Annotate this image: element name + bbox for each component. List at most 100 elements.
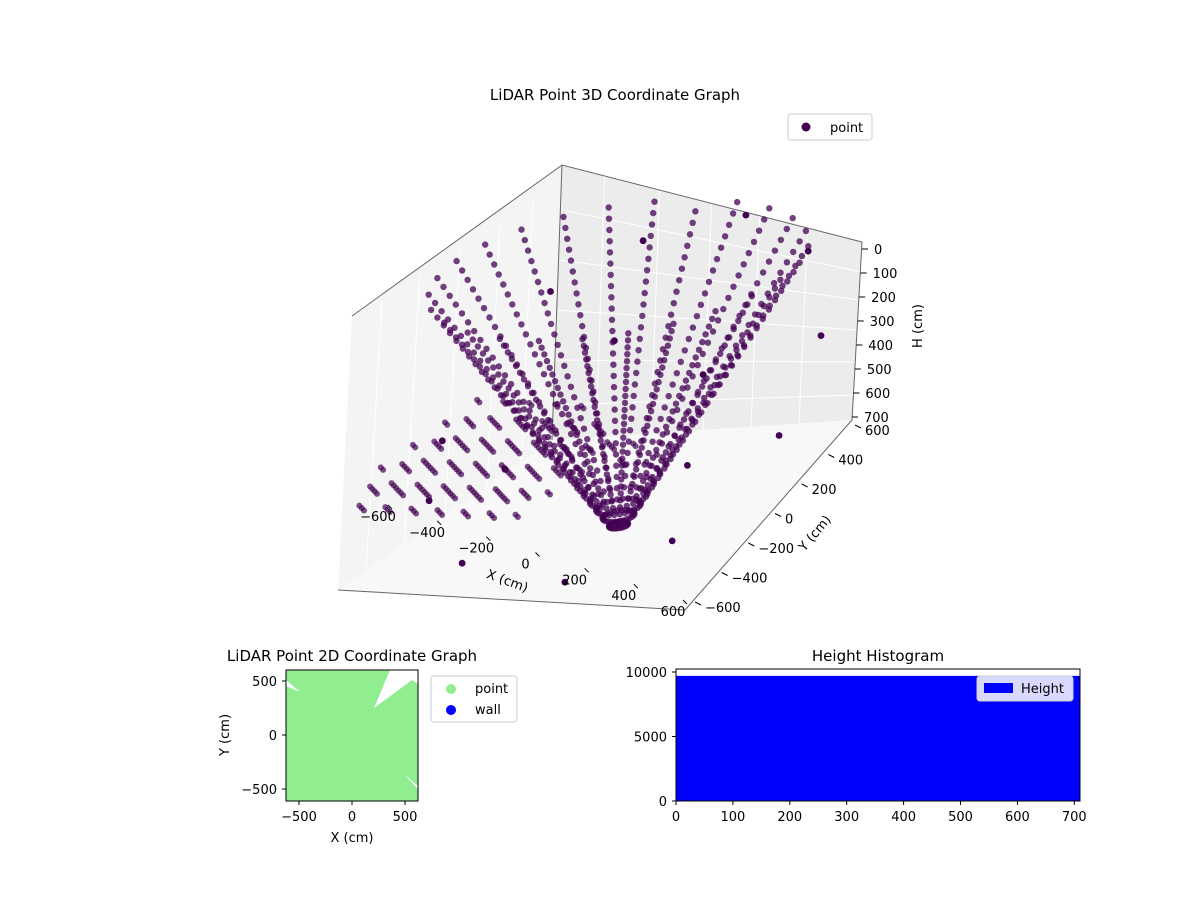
scatter-point <box>557 391 564 398</box>
scatter-point <box>464 276 471 284</box>
scatter-point <box>643 267 651 274</box>
scatter-point <box>650 209 657 217</box>
scatter-point <box>564 373 571 380</box>
y-tick-label: −400 <box>732 572 768 587</box>
x-tick-label: 0 <box>521 558 529 573</box>
scatter-point <box>574 429 581 436</box>
scatter-point <box>629 404 636 411</box>
x-tick-label: 0 <box>348 810 356 825</box>
pane-back <box>552 165 862 440</box>
scatter-point <box>676 424 683 431</box>
scatter-point <box>621 399 629 407</box>
scatter-point <box>413 510 420 517</box>
scatter-point <box>778 287 785 294</box>
scatter-point <box>495 363 502 370</box>
scatter-point <box>771 247 779 254</box>
z-tick-label: 600 <box>865 387 890 402</box>
scatter-point <box>380 466 387 473</box>
scatter-point <box>628 415 635 422</box>
scatter-point <box>551 378 559 385</box>
scatter-point <box>494 385 501 392</box>
legend-wall-marker <box>446 705 456 715</box>
y-tick-label: 600 <box>865 424 890 439</box>
scatter-point <box>532 396 540 403</box>
legend-wall-label: wall <box>475 703 501 718</box>
legend-point-marker <box>446 684 456 694</box>
scatter-point <box>744 301 751 308</box>
scatter-point <box>502 400 509 407</box>
scatter-point <box>705 278 713 286</box>
scatter-point <box>581 349 589 356</box>
scatter-point <box>452 495 459 502</box>
scatter-point <box>561 578 569 586</box>
scatter-point <box>589 491 596 498</box>
x-tick-label: −200 <box>458 542 494 557</box>
scatter-point <box>707 367 715 374</box>
scatter-point <box>714 381 722 389</box>
scatter-point <box>597 437 604 444</box>
scatter-point <box>565 246 573 253</box>
scatter-point <box>601 511 608 519</box>
scatter-point <box>694 391 701 398</box>
legend-point-label: point <box>830 121 863 136</box>
scatter-point <box>452 301 459 308</box>
scatter-point <box>670 320 677 327</box>
x-tick-label: −500 <box>281 810 317 825</box>
scatter-point <box>666 415 673 423</box>
scatter-point <box>476 399 483 406</box>
scatter-point <box>649 400 657 408</box>
scatter-point <box>438 437 446 445</box>
scatter-point <box>514 514 521 520</box>
scatter-point <box>556 455 563 462</box>
chart-2d-fill <box>286 670 418 801</box>
scatter-point <box>668 537 676 545</box>
scatter-point <box>642 278 650 285</box>
scatter-point <box>631 381 639 388</box>
scatter-point <box>549 390 557 398</box>
scatter-point <box>649 473 656 481</box>
scatter-point <box>620 427 627 434</box>
scatter-point <box>441 319 448 326</box>
scatter-point <box>406 468 413 475</box>
scatter-point <box>427 306 435 314</box>
scatter-point <box>585 369 592 377</box>
scatter-point <box>608 316 616 323</box>
scatter-point <box>656 439 663 446</box>
scatter-point <box>639 312 646 320</box>
scatter-point <box>777 269 784 276</box>
scatter-point <box>584 458 591 465</box>
legend-point-label: point <box>475 682 508 697</box>
scatter-point <box>513 311 520 318</box>
scatter-point <box>491 261 498 268</box>
scatter-point <box>608 305 615 312</box>
scatter-point <box>528 257 535 265</box>
scatter-point <box>504 498 511 505</box>
histogram-x-ticks: 0 100 200 300 400 500 600 700 <box>672 801 1087 825</box>
scatter-point <box>581 451 588 459</box>
z-tick-label: 100 <box>873 267 898 282</box>
scatter-point <box>720 305 727 313</box>
scatter-point <box>714 317 722 324</box>
scatter-point <box>603 505 610 512</box>
chart-2d-x-ticks: −500 0 500 <box>281 801 417 825</box>
scatter-point <box>721 233 729 240</box>
scatter-point <box>576 438 583 445</box>
x-axis-ticks: −600 −400 −200 0 200 400 600 <box>360 504 688 620</box>
scatter-point <box>592 410 600 417</box>
scatter-point <box>644 422 651 429</box>
scatter-point <box>720 363 727 370</box>
scatter-point <box>740 261 747 268</box>
scatter-point <box>659 364 666 371</box>
scatter-point <box>753 322 760 329</box>
scatter-point <box>726 334 733 341</box>
scatter-point <box>464 447 471 454</box>
scatter-point <box>790 268 797 276</box>
x-tick-label: 400 <box>891 810 916 825</box>
scatter-point <box>665 392 672 400</box>
scatter-point <box>633 466 640 473</box>
scatter-point <box>678 265 686 272</box>
scatter-point <box>645 449 652 457</box>
scatter-point <box>491 515 498 521</box>
z-tick-label: 700 <box>864 411 889 426</box>
